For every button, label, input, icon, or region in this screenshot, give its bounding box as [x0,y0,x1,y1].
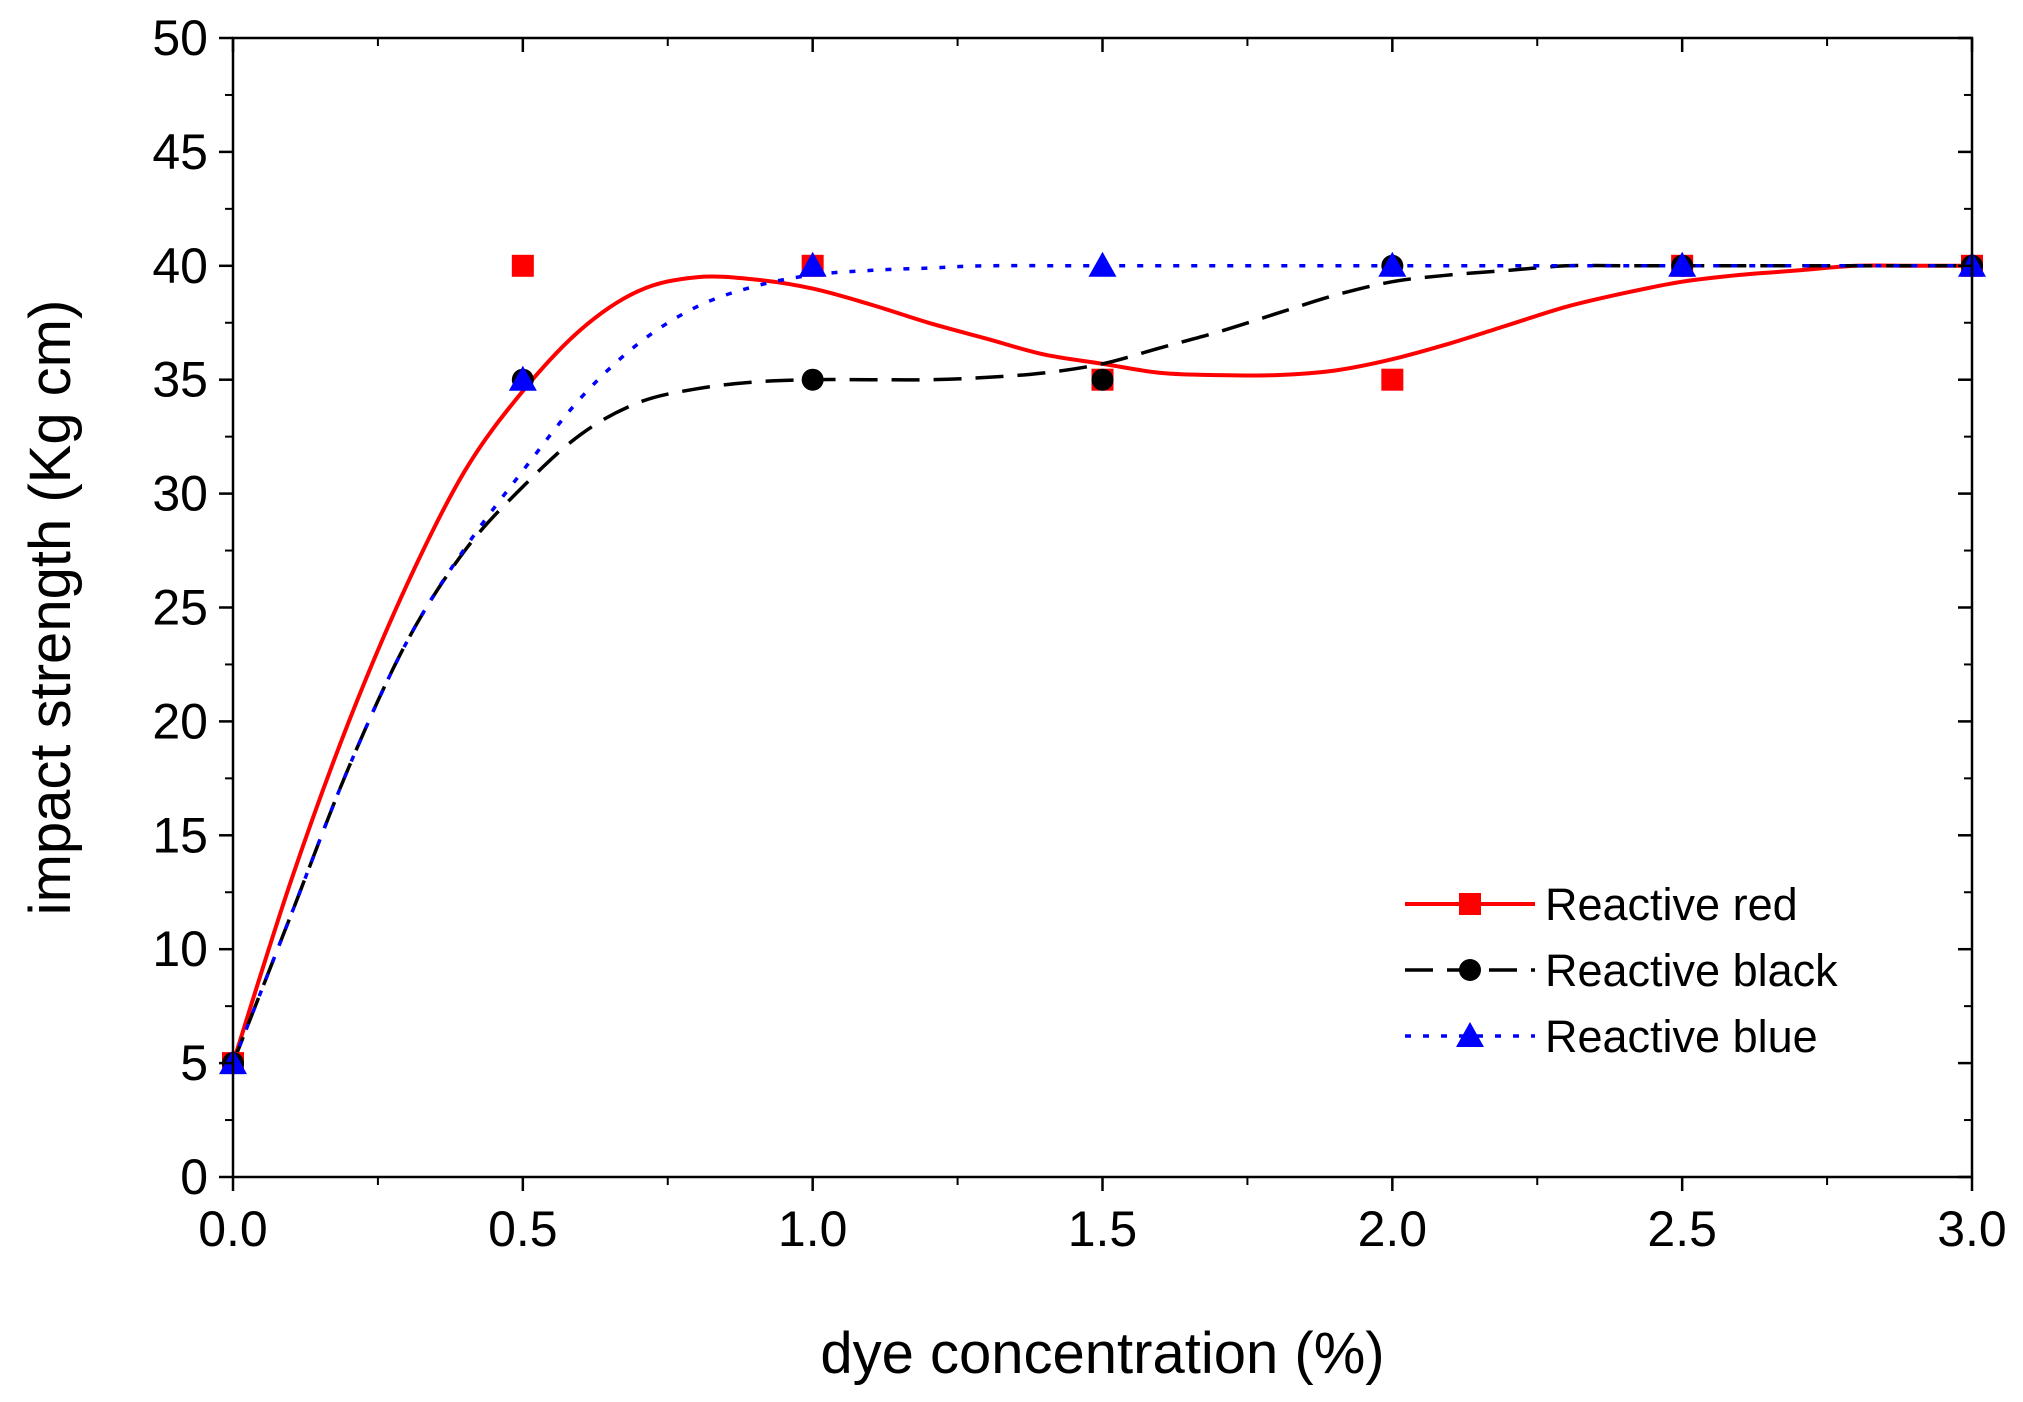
x-tick-label: 3.0 [1937,1201,2007,1257]
data-point-reactive-black [801,368,824,391]
data-point-reactive-blue [1088,251,1117,277]
data-point-reactive-blue [1378,251,1407,277]
x-tick-label: 1.5 [1068,1201,1138,1257]
legend-label-reactive-blue: Reactive blue [1545,1011,1818,1062]
y-tick-label: 10 [152,921,208,977]
data-point-reactive-blue [508,365,537,391]
y-tick-label: 0 [180,1149,208,1205]
legend-marker-reactive-blue [1456,1022,1484,1047]
data-point-reactive-red [511,254,534,277]
legend-label-reactive-black: Reactive black [1545,945,1838,996]
y-tick-label: 15 [152,807,208,863]
x-axis-title: dye concentration (%) [820,1321,1384,1386]
legend-marker-reactive-red [1459,893,1481,915]
y-tick-label: 45 [152,124,208,180]
data-point-reactive-black [1091,368,1114,391]
y-tick-label: 5 [180,1035,208,1091]
legend-marker-reactive-black [1459,959,1481,981]
y-tick-label: 40 [152,238,208,294]
x-tick-label: 0.0 [198,1201,268,1257]
data-point-reactive-red [1381,368,1404,391]
x-tick-label: 1.0 [778,1201,848,1257]
y-tick-label: 25 [152,580,208,636]
y-tick-label: 50 [152,10,208,66]
x-tick-label: 0.5 [488,1201,558,1257]
x-tick-label: 2.5 [1647,1201,1717,1257]
data-point-reactive-blue [1668,251,1697,277]
x-tick-label: 2.0 [1358,1201,1428,1257]
legend: Reactive red Reactive black Reactive blue [1405,879,1838,1062]
data-point-reactive-blue [798,251,827,277]
y-axis-title: impact strength (Kg cm) [18,300,83,916]
series-line-reactive-blue [231,263,1972,1064]
series-line-reactive-black [231,263,1972,1064]
y-tick-label: 35 [152,352,208,408]
series-line-reactive-red [231,263,1972,1064]
plot-frame [231,36,1974,1179]
y-tick-label: 20 [152,693,208,749]
legend-label-reactive-red: Reactive red [1545,879,1798,930]
y-tick-label: 30 [152,466,208,522]
